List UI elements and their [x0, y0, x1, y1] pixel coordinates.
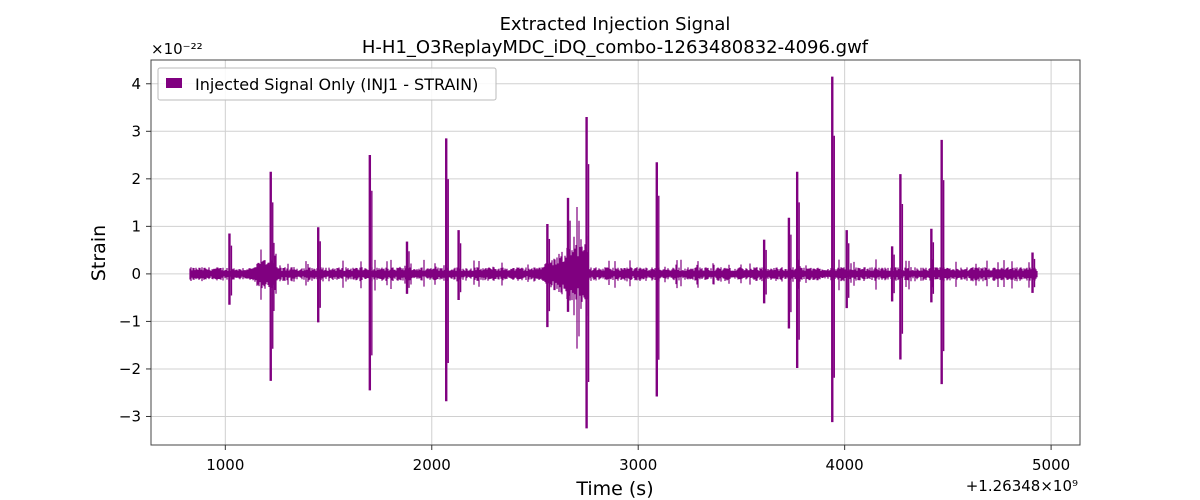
chart-subtitle: H-H1_O3ReplayMDC_iDQ_combo-1263480832-40… [362, 37, 869, 58]
plot-frame [150, 59, 1081, 446]
legend-label: Injected Signal Only (INJ1 - STRAIN) [195, 75, 478, 94]
x-tick-label: 5000 [1032, 456, 1070, 474]
x-tick-label: 3000 [619, 456, 657, 474]
y-axis-label: Strain [88, 225, 110, 281]
y-tick-label: 0 [131, 265, 141, 283]
y-tick-label: 4 [131, 75, 141, 93]
y-tick-label: −2 [119, 360, 141, 378]
legend: Injected Signal Only (INJ1 - STRAIN) [157, 67, 497, 101]
y-tick-label: 3 [131, 122, 141, 140]
legend-swatch [166, 78, 182, 88]
x-tick-label: 4000 [826, 456, 864, 474]
y-tick-label: 1 [131, 217, 141, 235]
y-scale-label: ×10⁻²² [151, 40, 203, 58]
x-offset-label: +1.26348×10⁹ [966, 477, 1078, 495]
x-tick-label: 2000 [413, 456, 451, 474]
chart-title: Extracted Injection Signal [500, 14, 731, 35]
x-axis-ticks: 1000 2000 3000 4000 5000 [206, 445, 1070, 474]
y-tick-label: −3 [119, 407, 141, 425]
x-tick-label: 1000 [206, 456, 244, 474]
signal-trace [189, 76, 1038, 429]
y-tick-label: 2 [131, 170, 141, 188]
legend-box [157, 67, 497, 101]
y-tick-label: −1 [119, 312, 141, 330]
x-axis-label: Time (s) [575, 478, 653, 500]
y-axis-ticks: −3 −2 −1 0 1 2 3 4 [119, 75, 151, 425]
